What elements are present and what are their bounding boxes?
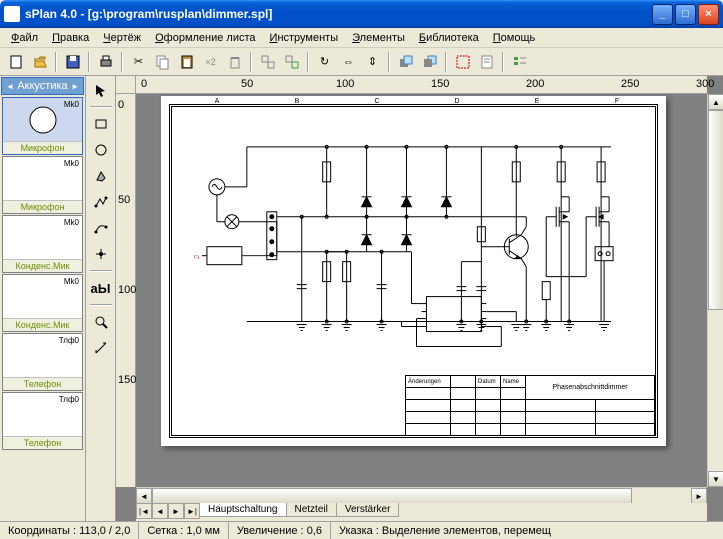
drawing-page: ABCDEF [161, 96, 666, 446]
sheet-tab[interactable]: Verstärker [336, 503, 400, 517]
ruler-vertical: 050100150 [116, 94, 136, 487]
cut-button[interactable]: ✂ [127, 51, 150, 73]
palette-category[interactable]: ◄ Аккустика ► [1, 77, 84, 95]
ungroup-button[interactable] [280, 51, 303, 73]
title-block: Änderungen Datum Name Phasenabschnittdim… [405, 375, 655, 435]
back-button[interactable] [418, 51, 441, 73]
rotate-button[interactable]: ↻ [313, 51, 336, 73]
snap-button[interactable] [451, 51, 474, 73]
drawing-tools: аЫ [86, 76, 116, 521]
menu-Файл[interactable]: Файл [4, 30, 45, 46]
tab-nav[interactable]: |◄◄►►| [136, 503, 200, 519]
flip-v-button[interactable]: ⇕ [361, 51, 384, 73]
close-button[interactable]: × [698, 4, 719, 25]
menu-Оформление листа[interactable]: Оформление листа [148, 30, 262, 46]
status-coords: Координаты : 113,0 / 2,0 [0, 522, 139, 539]
palette-category-label: Аккустика [17, 80, 67, 92]
flip-h-button[interactable]: ⇔ [337, 51, 360, 73]
polyline-tool[interactable] [89, 190, 113, 214]
status-grid: Сетка : 1,0 мм [139, 522, 229, 539]
open-button[interactable] [28, 51, 51, 73]
paste-button[interactable] [175, 51, 198, 73]
node-tool[interactable] [89, 242, 113, 266]
workspace: ◄ Аккустика ► Mk0МикрофонMk0МикрофонMk0К… [0, 76, 723, 521]
menu-Библиотека[interactable]: Библиотека [412, 30, 486, 46]
rect-tool[interactable] [89, 112, 113, 136]
palette-item[interactable]: Mk0Конденс.Мик [2, 274, 83, 332]
status-zoom: Увеличение : 0,6 [229, 522, 331, 539]
palette-item[interactable]: Mk0Микрофон [2, 97, 83, 155]
minimize-button[interactable]: _ [652, 4, 673, 25]
print-button[interactable] [94, 51, 117, 73]
window-title: sPlan 4.0 - [g:\program\rusplan\dimmer.s… [25, 7, 652, 21]
group-button[interactable] [256, 51, 279, 73]
scrollbar-vertical[interactable]: ▲ ▼ [707, 94, 723, 487]
palette-item[interactable]: Mk0Микрофон [2, 156, 83, 214]
status-bar: Координаты : 113,0 / 2,0 Сетка : 1,0 мм … [0, 521, 723, 539]
menu-Элементы[interactable]: Элементы [345, 30, 412, 46]
zoom-tool[interactable] [89, 310, 113, 334]
canvas[interactable]: ABCDEF [136, 94, 707, 487]
curve-tool[interactable] [89, 216, 113, 240]
save-button[interactable] [61, 51, 84, 73]
canvas-area: 050100150200250300 050100150 ABCDEF [116, 76, 723, 521]
status-hint: Указка : Выделение элементов, перемещ [331, 522, 723, 539]
window-titlebar: sPlan 4.0 - [g:\program\rusplan\dimmer.s… [0, 0, 723, 28]
menu-Чертёж[interactable]: Чертёж [96, 30, 148, 46]
sheet-tabs: |◄◄►►| HauptschaltungNetzteilVerstärker [136, 503, 707, 521]
ruler-corner [116, 76, 136, 94]
new-button[interactable] [4, 51, 27, 73]
menu-Правка[interactable]: Правка [45, 30, 96, 46]
component-list-button[interactable] [508, 51, 531, 73]
palette-item[interactable]: Тлф0Телефон [2, 392, 83, 450]
copy-button[interactable] [151, 51, 174, 73]
component-palette: ◄ Аккустика ► Mk0МикрофонMk0МикрофонMk0К… [0, 76, 86, 521]
palette-item[interactable]: Mk0Конденс.Мик [2, 215, 83, 273]
ruler-horizontal: 050100150200250300 [136, 76, 707, 94]
shape-tool[interactable] [89, 164, 113, 188]
delete-button[interactable] [223, 51, 246, 73]
sheet-tab[interactable]: Hauptschaltung [199, 503, 287, 517]
front-button[interactable] [394, 51, 417, 73]
main-toolbar: ✂ ×2 ↻ ⇔ ⇕ [0, 48, 723, 76]
palette-item[interactable]: Тлф0Телефон [2, 333, 83, 391]
svg-text:F1: F1 [194, 255, 200, 261]
text-tool[interactable]: аЫ [89, 276, 113, 300]
options-button[interactable] [475, 51, 498, 73]
menu-Инструменты[interactable]: Инструменты [263, 30, 346, 46]
app-icon [4, 6, 20, 22]
pointer-tool[interactable] [89, 78, 113, 102]
measure-tool[interactable] [89, 336, 113, 360]
sheet-tab[interactable]: Netzteil [286, 503, 337, 517]
scrollbar-horizontal[interactable]: ◄ ► [136, 487, 707, 503]
circle-tool[interactable] [89, 138, 113, 162]
menu-bar: ФайлПравкаЧертёжОформление листаИнструме… [0, 28, 723, 48]
maximize-button[interactable]: □ [675, 4, 696, 25]
duplicate-button[interactable]: ×2 [199, 51, 222, 73]
menu-Помощь[interactable]: Помощь [486, 30, 543, 46]
